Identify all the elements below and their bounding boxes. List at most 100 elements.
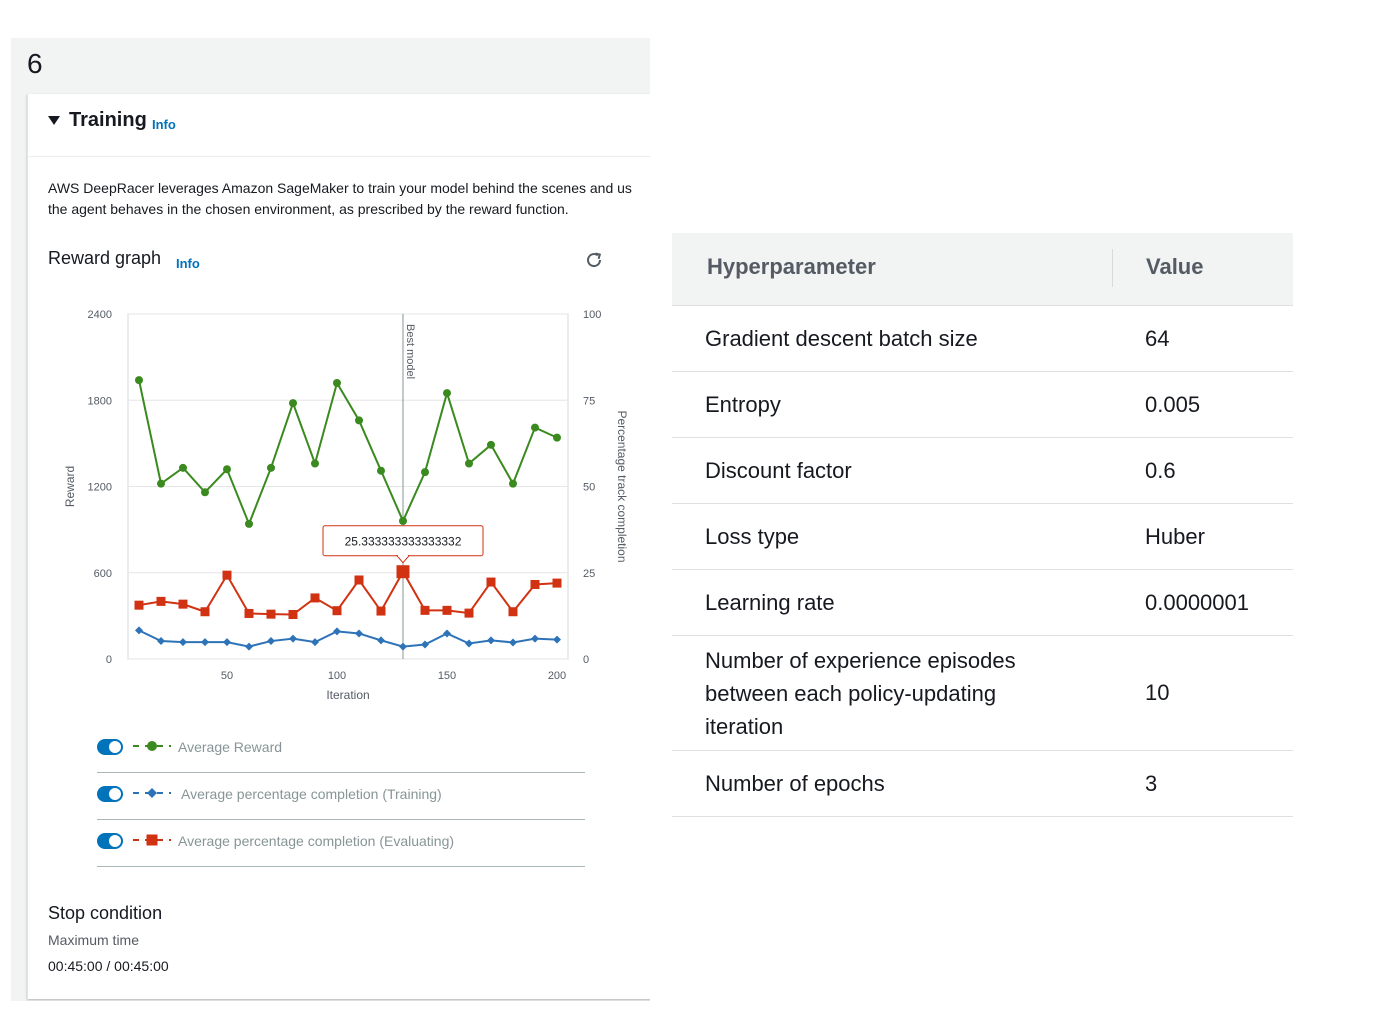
table-row: Number of epochs 3 <box>672 751 1293 817</box>
description-line-1: AWS DeepRacer leverages Amazon SageMaker… <box>48 180 632 196</box>
data-point <box>530 579 540 589</box>
data-point <box>223 465 231 474</box>
hyperparameter-name: Entropy <box>705 392 781 417</box>
y-axis-label: Reward <box>63 466 77 507</box>
series-line-2 <box>138 629 558 648</box>
hyperparameter-name: Discount factor <box>705 458 852 483</box>
x-tick-label: 150 <box>438 670 456 682</box>
section-title: Training <box>69 109 147 131</box>
training-section-header[interactable]: Training Info <box>28 94 650 157</box>
data-point <box>134 600 144 610</box>
data-point <box>135 626 143 635</box>
legend-symbol <box>146 834 158 846</box>
data-point <box>156 596 166 606</box>
data-point <box>487 636 495 645</box>
data-point <box>443 389 451 398</box>
hyperparameter-name: Gradient descent batch size <box>705 326 978 351</box>
legend-label: Average Reward <box>178 739 283 755</box>
y-tick-label: 1200 <box>88 482 112 494</box>
table-row: Gradient descent batch size 64 <box>672 306 1293 372</box>
hyperparameter-name: Number of experience episodes between ea… <box>705 648 1016 739</box>
data-point <box>311 459 319 468</box>
legend-item: Average percentage completion (Evaluatin… <box>97 820 585 867</box>
training-panel: 6 Training Info AWS DeepRacer leverages … <box>11 38 650 1001</box>
column-header-hyperparameter: Hyperparameter <box>707 254 876 279</box>
table-body: Gradient descent batch size 64 Entropy 0.00… <box>672 306 1293 817</box>
hyperparameter-value: 10 <box>1145 680 1170 705</box>
data-point <box>267 463 275 472</box>
data-point <box>201 638 209 647</box>
legend-item: Average Reward <box>97 726 585 773</box>
hyperparameter-value: 0.0000001 <box>1145 590 1249 615</box>
description-line-2: the agent behaves in the chosen environm… <box>48 201 569 217</box>
tooltip-text: 25.333333333333332 <box>345 535 462 549</box>
data-point <box>396 565 410 579</box>
data-point <box>135 376 143 385</box>
training-description: AWS DeepRacer leverages Amazon SageMaker… <box>48 178 650 220</box>
table-row: Loss type Huber <box>672 504 1293 570</box>
data-point <box>420 605 430 615</box>
data-point <box>333 379 341 387</box>
data-point <box>289 399 297 408</box>
data-point <box>178 599 188 609</box>
data-point <box>399 517 407 525</box>
data-point <box>244 608 254 618</box>
data-point <box>487 440 495 449</box>
legend-marker-icon <box>133 788 171 798</box>
data-point <box>464 608 474 618</box>
tooltip-pointer <box>395 555 411 564</box>
data-point <box>223 638 231 647</box>
legend-marker-icon <box>133 741 171 751</box>
data-point <box>354 575 364 585</box>
y2-tick-label: 50 <box>583 482 595 494</box>
legend-label: Average percentage completion (Evaluatin… <box>178 833 455 849</box>
data-point <box>267 637 275 646</box>
data-point <box>531 423 539 432</box>
data-point <box>377 636 385 645</box>
series-toggle[interactable] <box>97 833 123 849</box>
data-point <box>486 577 496 587</box>
series-toggle[interactable] <box>97 739 123 755</box>
data-point <box>332 606 342 616</box>
x-tick-label: 200 <box>548 670 566 682</box>
data-point <box>245 642 253 651</box>
data-point <box>421 640 429 649</box>
data-point <box>289 634 297 643</box>
hyperparameter-name: Number of epochs <box>705 771 885 796</box>
reward-graph-info-link[interactable]: Info <box>176 256 200 271</box>
data-point <box>179 463 187 472</box>
legend-symbol <box>147 788 157 798</box>
refresh-icon[interactable] <box>584 250 604 270</box>
reward-chart: 0 600 1200 1800 2400 0 25 50 75 100 50 100 150 200 Ite… <box>63 309 629 702</box>
step-number: 6 <box>27 48 43 79</box>
table-row: Discount factor 0.6 <box>672 438 1293 504</box>
data-point <box>552 578 562 588</box>
y2-tick-label: 100 <box>583 309 601 321</box>
data-point <box>465 639 473 648</box>
hyperparameter-value: 64 <box>1145 326 1170 351</box>
legend-label: Average percentage completion (Training) <box>181 786 442 802</box>
data-point <box>222 570 232 580</box>
caret-down-icon[interactable] <box>48 116 60 125</box>
data-point <box>355 629 363 638</box>
column-header-value: Value <box>1146 254 1204 279</box>
series-toggle[interactable] <box>97 786 123 802</box>
data-point <box>200 607 210 617</box>
data-point <box>310 593 320 603</box>
data-point <box>553 433 561 442</box>
hyperparameter-value: 0.6 <box>1145 458 1176 483</box>
table-row: Entropy 0.005 <box>672 372 1293 438</box>
hyperparameter-name: Loss type <box>705 524 800 549</box>
hyperparameter-value: 3 <box>1145 771 1158 796</box>
stop-condition-title: Stop condition <box>48 903 163 923</box>
data-point <box>377 466 385 475</box>
y-tick-label: 0 <box>106 654 112 666</box>
y2-tick-label: 25 <box>583 568 595 580</box>
data-point <box>465 459 473 468</box>
tooltip-pointer-mask <box>398 554 408 557</box>
training-info-link[interactable]: Info <box>152 117 176 132</box>
data-point <box>355 416 363 425</box>
series-line-3 <box>138 569 558 616</box>
x-axis-label: Iteration <box>326 688 369 702</box>
data-point <box>443 629 451 638</box>
